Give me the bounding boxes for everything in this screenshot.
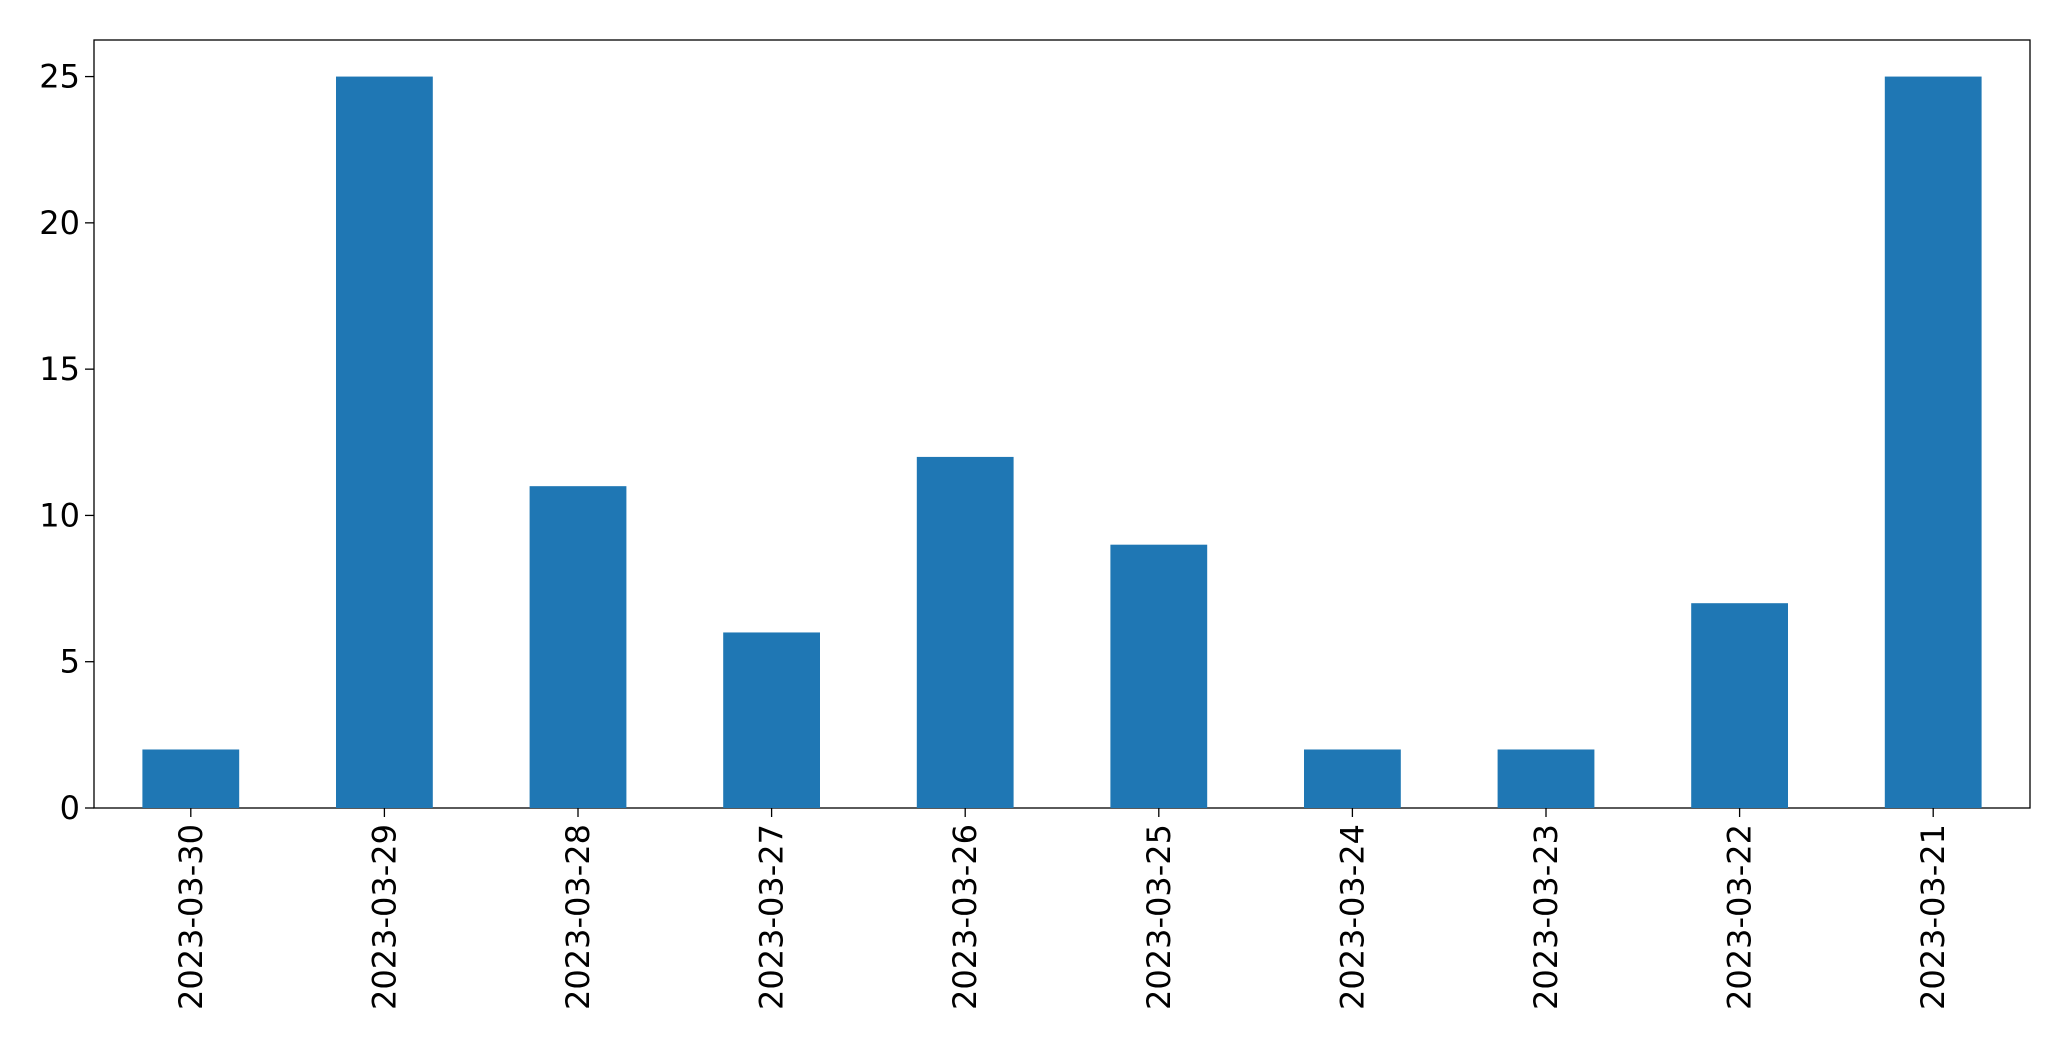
x-tick-label: 2023-03-23	[1527, 824, 1565, 1010]
x-tick-label: 2023-03-25	[1140, 824, 1178, 1010]
bar	[723, 632, 820, 808]
bar	[529, 486, 627, 808]
y-tick-label: 5	[60, 643, 80, 681]
x-tick-label: 2023-03-27	[753, 824, 791, 1010]
y-tick-label: 25	[39, 58, 80, 96]
y-tick-label: 20	[39, 204, 80, 242]
x-tick-label: 2023-03-22	[1721, 824, 1759, 1010]
bar	[1691, 603, 1788, 808]
x-tick-label: 2023-03-30	[172, 824, 210, 1010]
bar	[1304, 749, 1401, 808]
bar	[336, 76, 433, 809]
y-tick-label: 10	[39, 496, 80, 534]
plot-frame	[93, 39, 2031, 809]
x-tick-label: 2023-03-26	[946, 824, 984, 1010]
bar	[1884, 76, 1982, 809]
x-tick-label: 2023-03-29	[365, 824, 403, 1010]
bar	[1497, 749, 1595, 808]
x-tick-label: 2023-03-21	[1914, 824, 1952, 1010]
bar	[916, 456, 1014, 808]
bar	[142, 749, 240, 808]
x-tick-label: 2023-03-28	[559, 824, 597, 1010]
y-tick-label: 0	[60, 789, 80, 827]
y-tick-label: 15	[39, 350, 80, 388]
x-tick-label: 2023-03-24	[1333, 824, 1371, 1010]
bar	[1110, 544, 1208, 808]
